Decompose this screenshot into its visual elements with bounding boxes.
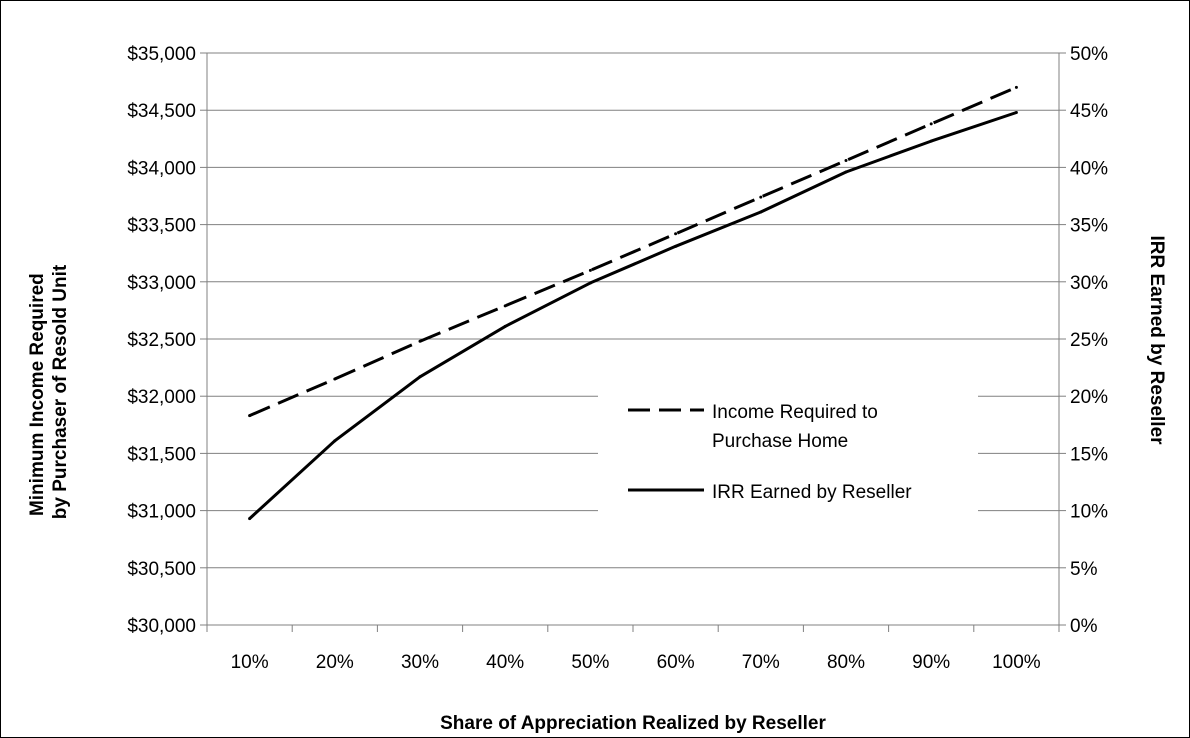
data-point-1: [248, 414, 252, 418]
data-point-2: [759, 210, 763, 214]
data-point-2: [1014, 110, 1018, 114]
x-tick-label: 80%: [827, 652, 865, 673]
y-tick-label: $35,000: [127, 44, 196, 65]
y2-tick-label: 40%: [1070, 158, 1108, 179]
y2-tick-label: 25%: [1070, 330, 1108, 351]
data-point-1: [588, 268, 592, 272]
y-tick-label: $32,000: [127, 387, 196, 408]
data-point-2: [503, 324, 507, 328]
data-point-2: [844, 170, 848, 174]
y-axis-left: $30,000 $30,500 $31,000 $31,500 $32,000 $32,5…: [127, 44, 207, 637]
data-point-2: [248, 517, 252, 521]
y2-tick-label: 45%: [1070, 101, 1108, 122]
x-tick-label: 70%: [742, 652, 780, 673]
data-point-2: [674, 244, 678, 248]
x-tick-label: 60%: [657, 652, 695, 673]
data-point-1: [333, 377, 337, 381]
legend-box: [598, 392, 978, 520]
data-point-1: [674, 232, 678, 236]
y2-tick-label: 30%: [1070, 273, 1108, 294]
data-point-1: [503, 304, 507, 308]
x-tick-label: 100%: [992, 652, 1041, 673]
y-tick-label: $30,000: [127, 616, 196, 637]
data-point-1: [929, 122, 933, 126]
y-tick-label: $33,500: [127, 216, 196, 237]
y-tick-label: $32,500: [127, 330, 196, 351]
y-tick-label: $34,000: [127, 158, 196, 179]
y-axis-title: Minimum Income Required by Purchaser of …: [27, 264, 71, 519]
data-point-1: [759, 195, 763, 199]
y-axis-right: 0% 5% 10% 15% 20% 25% 30% 35% 40% 45% 50%: [1059, 44, 1108, 637]
x-tick-label: 10%: [231, 652, 269, 673]
y2-axis-title: IRR Earned by Reseller: [1146, 235, 1167, 445]
x-tick-label: 20%: [316, 652, 354, 673]
legend-label-1: Purchase Home: [712, 431, 848, 452]
series-line-1: [249, 85, 1017, 417]
y-tick-label: $31,000: [127, 502, 196, 523]
data-point-1: [418, 339, 422, 343]
y2-tick-label: 20%: [1070, 387, 1108, 408]
x-axis: 10% 20% 30% 40% 50% 60% 70% 80% 90% 100%: [206, 625, 1060, 673]
x-axis-title: Share of Appreciation Realized by Resell…: [440, 713, 826, 734]
y2-tick-label: 10%: [1070, 502, 1108, 523]
y2-tick-label: 50%: [1070, 44, 1108, 65]
y-tick-label: $34,500: [127, 101, 196, 122]
y2-tick-label: 35%: [1070, 216, 1108, 237]
legend-label-2: IRR Earned by Reseller: [712, 482, 912, 503]
x-tick-label: 90%: [912, 652, 950, 673]
legend: Income Required to Purchase Home IRR Earne…: [598, 392, 978, 520]
x-tick-label: 50%: [571, 652, 609, 673]
data-point-2: [418, 375, 422, 379]
data-point-1: [1014, 85, 1018, 89]
y2-tick-label: 5%: [1070, 559, 1098, 580]
y-tick-label: $33,000: [127, 273, 196, 294]
x-tick-label: 30%: [401, 652, 439, 673]
y-tick-label: $30,500: [127, 559, 196, 580]
data-point-1: [844, 159, 848, 163]
y-axis-title-line-1: Minimum Income Required: [27, 273, 48, 516]
data-point-2: [588, 281, 592, 285]
legend-label-1: Income Required to: [712, 402, 878, 423]
x-tick-label: 40%: [486, 652, 524, 673]
series-line-2: [248, 111, 1017, 520]
y-axis-title-line-2: by Purchaser of Resold Unit: [50, 264, 71, 519]
y2-tick-label: 0%: [1070, 616, 1098, 637]
grid-lines: [207, 52, 1059, 569]
series-group: [248, 85, 1018, 521]
data-point-2: [333, 439, 337, 443]
data-point-2: [929, 139, 933, 143]
y-tick-label: $31,500: [127, 444, 196, 465]
y2-tick-label: 15%: [1070, 444, 1108, 465]
